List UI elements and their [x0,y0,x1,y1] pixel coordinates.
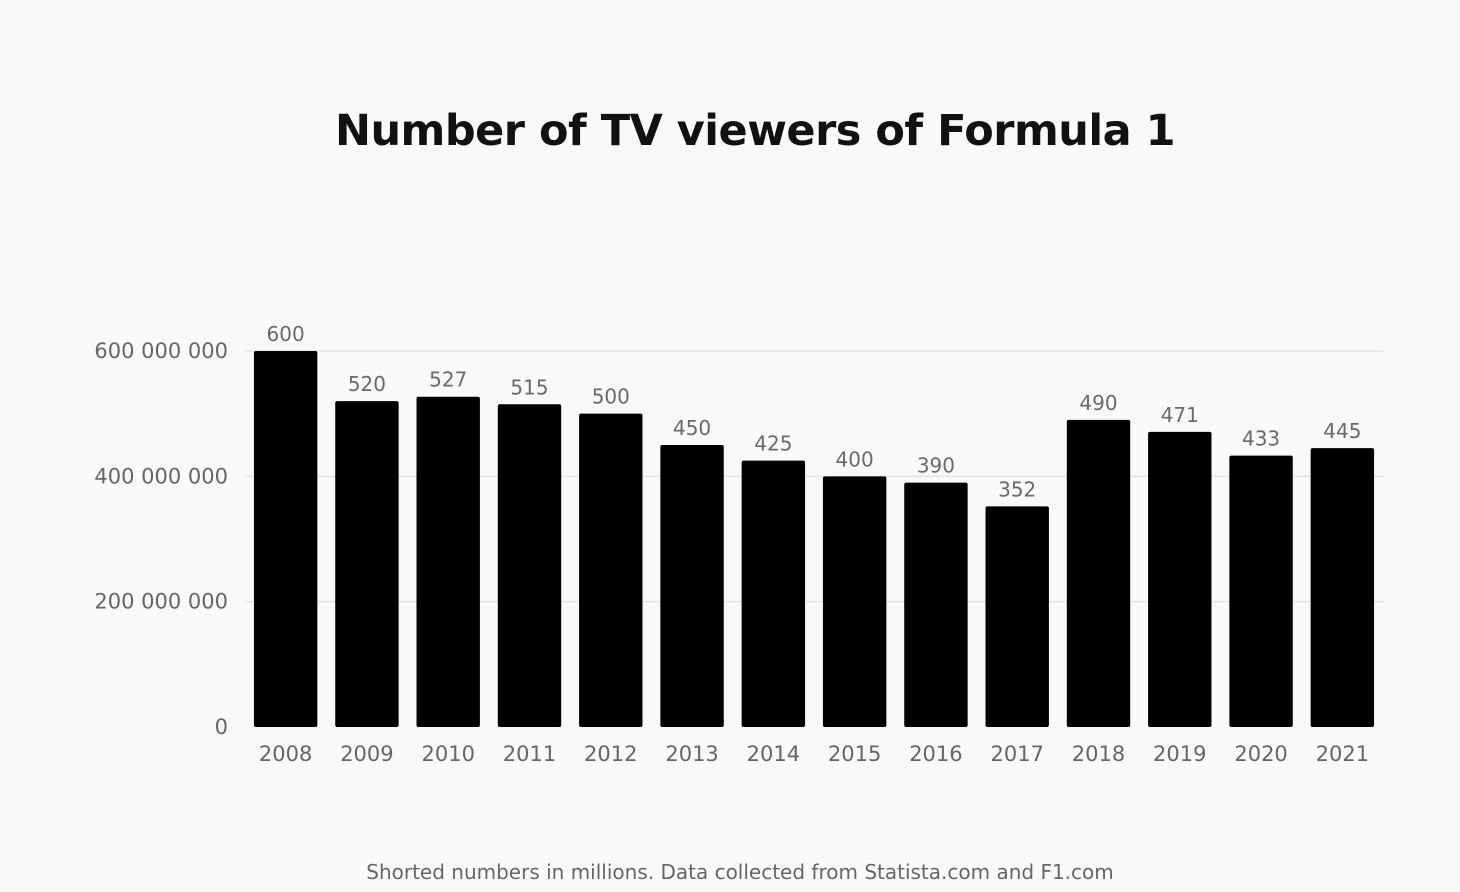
bar [253,351,318,727]
data-label: 600 [267,322,305,346]
bar [822,476,887,727]
data-label: 433 [1242,427,1280,451]
bar [335,401,399,727]
x-tick-label: 2010 [421,742,474,766]
x-tick-label: 2018 [1072,742,1125,766]
x-tick-label: 2019 [1153,742,1206,766]
x-tick-label: 2011 [503,742,556,766]
data-label: 515 [510,375,548,399]
data-label: 520 [348,372,386,396]
x-tick-label: 2013 [665,742,718,766]
data-label: 490 [1079,391,1117,415]
bar [741,460,806,727]
data-label: 527 [429,368,467,392]
x-tick-label: 2021 [1316,742,1369,766]
data-label: 445 [1323,419,1361,443]
bar [1148,431,1212,727]
x-tick-label: 2014 [747,742,800,766]
x-tick-label: 2020 [1234,742,1287,766]
bar [1310,448,1375,727]
data-label: 390 [917,454,955,478]
bar [985,506,1049,727]
bar [660,445,724,727]
x-tick-label: 2016 [909,742,962,766]
bar [579,413,643,727]
x-tick-label: 2017 [990,742,1043,766]
data-label: 450 [673,416,711,440]
bar [1066,419,1131,727]
x-tick-label: 2008 [259,742,312,766]
data-label: 500 [592,385,630,409]
x-tick-label: 2009 [340,742,393,766]
x-tick-label: 2012 [584,742,637,766]
data-label: 425 [754,432,792,456]
x-tick-label: 2015 [828,742,881,766]
data-label: 352 [998,477,1036,501]
y-tick-label: 200 000 000 [94,590,228,614]
y-tick-label: 400 000 000 [94,464,228,488]
y-tick-label: 0 [215,715,228,739]
chart-title: Number of TV viewers of Formula 1 [334,106,1176,156]
chart-footnote: Shorted numbers in millions. Data collec… [366,860,1114,884]
bar [416,396,480,727]
bar [904,482,968,727]
data-label: 471 [1161,403,1199,427]
bar [1229,455,1293,727]
bar [497,404,562,727]
data-label: 400 [836,447,874,471]
y-tick-label: 600 000 000 [94,339,228,363]
